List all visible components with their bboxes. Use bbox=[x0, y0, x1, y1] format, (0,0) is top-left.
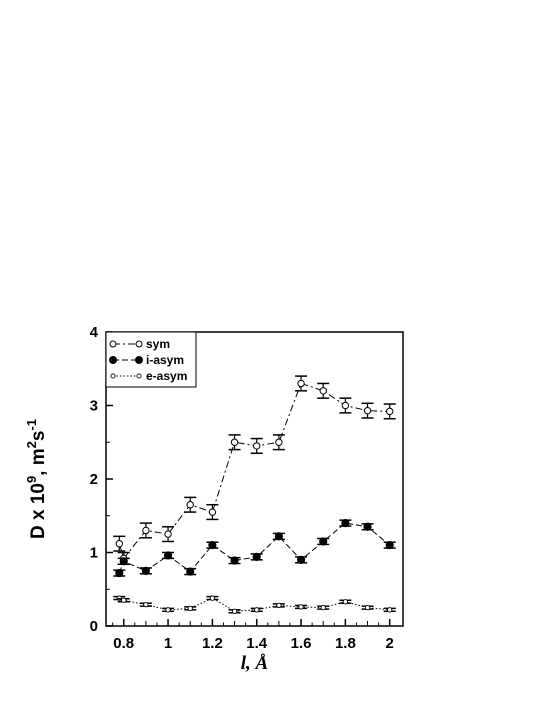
data-point bbox=[187, 605, 193, 612]
data-point bbox=[230, 556, 239, 565]
data-point bbox=[209, 595, 216, 601]
data-point bbox=[230, 438, 239, 446]
x-tick-label: 1.2 bbox=[202, 635, 223, 652]
x-tick-label: 2 bbox=[386, 635, 394, 652]
data-point bbox=[275, 438, 283, 446]
series-e-asym bbox=[113, 595, 396, 614]
data-point bbox=[254, 607, 260, 613]
data-point bbox=[276, 602, 282, 609]
data-point bbox=[115, 539, 123, 548]
data-point bbox=[341, 401, 350, 410]
x-tick-label: 0.8 bbox=[113, 635, 134, 652]
y-tick-label: 3 bbox=[90, 398, 98, 415]
data-point bbox=[364, 604, 371, 611]
data-point bbox=[141, 566, 150, 575]
data-point bbox=[386, 407, 394, 416]
axes: 0.8 1 1.2 1.4 1.6 1.8 2 0 1 2 3 4 bbox=[90, 324, 404, 652]
data-point bbox=[164, 530, 172, 538]
data-point bbox=[385, 541, 394, 550]
data-point bbox=[253, 442, 261, 450]
data-point bbox=[252, 552, 261, 562]
data-point bbox=[143, 602, 149, 608]
data-point bbox=[208, 508, 217, 516]
data-point bbox=[274, 532, 283, 541]
data-point bbox=[208, 541, 217, 550]
legend-box bbox=[105, 331, 197, 388]
data-point bbox=[363, 522, 372, 531]
x-tick-label: 1 bbox=[164, 635, 172, 652]
series-sym bbox=[113, 375, 396, 566]
series-i-asym bbox=[113, 519, 396, 578]
plot-area bbox=[113, 375, 396, 614]
legend-marker bbox=[136, 373, 142, 379]
data-point bbox=[186, 567, 195, 576]
data-point bbox=[297, 379, 305, 388]
legend-label: e-asym bbox=[146, 369, 187, 383]
data-point bbox=[163, 551, 173, 560]
data-point bbox=[342, 599, 349, 605]
data-point bbox=[115, 568, 124, 578]
data-point bbox=[231, 608, 238, 614]
legend-label: i-asym bbox=[146, 353, 184, 367]
data-point bbox=[142, 526, 150, 535]
x-tick-label: 1.4 bbox=[246, 635, 268, 652]
data-point bbox=[320, 604, 326, 611]
y-tick-label: 2 bbox=[90, 471, 98, 488]
series-line bbox=[118, 382, 390, 560]
legend-marker bbox=[109, 356, 117, 364]
legend-marker bbox=[110, 373, 116, 379]
x-axis-label: l, Å bbox=[241, 653, 268, 674]
legend: sym i-asym e-asym bbox=[105, 331, 197, 388]
legend-item-e-asym: e-asym bbox=[110, 369, 187, 383]
legend-marker bbox=[135, 356, 143, 364]
series-line bbox=[118, 522, 391, 574]
y-tick-label: 4 bbox=[90, 324, 99, 341]
legend-label: sym bbox=[146, 337, 170, 351]
x-tick-label: 1.8 bbox=[335, 635, 356, 652]
data-point bbox=[363, 406, 372, 415]
data-point bbox=[121, 597, 127, 603]
data-point bbox=[186, 501, 194, 509]
legend-marker bbox=[109, 340, 117, 348]
data-point bbox=[341, 519, 350, 528]
y-axis-label: D x 109, m2s-1 bbox=[24, 419, 49, 539]
data-point bbox=[165, 607, 171, 613]
y-tick-label: 1 bbox=[90, 545, 98, 562]
x-tick-label: 1.6 bbox=[291, 635, 312, 652]
data-point bbox=[296, 555, 306, 564]
y-tick-label: 0 bbox=[90, 618, 98, 635]
legend-marker bbox=[135, 340, 143, 348]
data-point bbox=[319, 537, 328, 546]
data-point bbox=[387, 607, 393, 613]
data-point bbox=[119, 557, 128, 566]
legend-item-sym: sym bbox=[109, 337, 170, 351]
data-point bbox=[298, 604, 304, 610]
data-point bbox=[319, 387, 327, 395]
legend-item-i-asym: i-asym bbox=[109, 353, 184, 367]
